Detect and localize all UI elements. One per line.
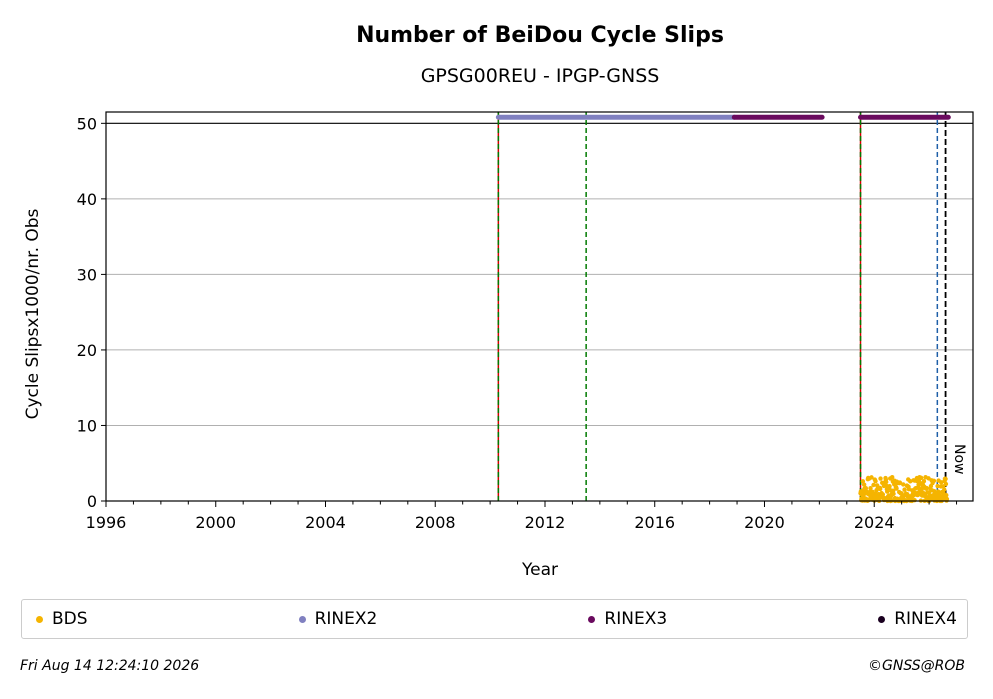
data-point-bds bbox=[891, 491, 896, 497]
legend-label: RINEX4 bbox=[894, 609, 957, 629]
data-point-bds bbox=[861, 482, 867, 487]
legend: BDS RINEX2 RINEX3 RINEX4 bbox=[21, 599, 968, 639]
data-point-bds bbox=[944, 496, 950, 502]
y-tick-label: 0 bbox=[87, 492, 97, 511]
grid-lines bbox=[106, 122, 973, 502]
legend-label: BDS bbox=[52, 609, 88, 629]
data-point-bds bbox=[943, 476, 948, 482]
data-point-bds bbox=[873, 478, 878, 484]
data-point-bds bbox=[943, 481, 949, 487]
data-point-bds bbox=[936, 489, 941, 494]
data-point-bds bbox=[935, 483, 940, 489]
y-tick-label: 10 bbox=[77, 416, 97, 435]
legend-item-bds: BDS bbox=[36, 609, 88, 629]
y-tick-label: 40 bbox=[77, 190, 97, 209]
data-point-bds bbox=[882, 495, 887, 501]
footer-credit: ©GNSS@ROB bbox=[868, 658, 965, 674]
x-tick-label: 2020 bbox=[744, 513, 785, 532]
x-tick-label: 2024 bbox=[854, 513, 895, 532]
axes: 0 10 20 30 40 50 1996 2000 2004 2008 2012 2016 2020 2… bbox=[77, 114, 958, 532]
legend-item-rinex2: RINEX2 bbox=[298, 609, 378, 629]
legend-item-rinex4: RINEX4 bbox=[878, 609, 957, 629]
chart-subtitle: GPSG00REU - IPGP-GNSS bbox=[421, 65, 660, 87]
data-point-bds bbox=[887, 483, 892, 489]
x-axis-label: Year bbox=[521, 560, 558, 580]
x-tick-label: 1996 bbox=[86, 513, 127, 532]
legend-marker-icon bbox=[588, 615, 596, 623]
legend-marker-icon bbox=[878, 615, 886, 623]
data-point-bds bbox=[897, 480, 903, 485]
data-point-bds bbox=[924, 485, 929, 491]
data-point-bds bbox=[868, 486, 873, 491]
data-point-bds bbox=[880, 492, 886, 497]
data-point-bds bbox=[871, 482, 876, 488]
data-point-bds bbox=[912, 497, 917, 503]
data-point-bds bbox=[908, 479, 913, 484]
data-point-bds bbox=[939, 480, 944, 485]
data-point-bds bbox=[919, 475, 924, 481]
footer-timestamp: Fri Aug 14 12:24:10 2026 bbox=[20, 658, 200, 674]
data-points bbox=[495, 114, 951, 504]
data-point-bds bbox=[885, 489, 890, 494]
y-axis-label: Cycle Slipsx1000/nr. Obs bbox=[23, 208, 43, 419]
data-point-bds bbox=[906, 486, 912, 492]
data-point-bds bbox=[890, 474, 895, 480]
data-point-bds bbox=[942, 487, 947, 492]
x-tick-label: 2016 bbox=[634, 513, 675, 532]
x-tick-label: 2004 bbox=[305, 513, 346, 532]
data-point-bds bbox=[878, 476, 883, 481]
data-point-bds bbox=[877, 486, 883, 492]
x-tick-label: 2012 bbox=[525, 513, 566, 532]
data-point-bds bbox=[902, 487, 907, 492]
x-tick-label: 2000 bbox=[195, 513, 236, 532]
y-tick-label: 20 bbox=[77, 341, 97, 360]
plot-frame bbox=[105, 111, 974, 502]
y-tick-label: 50 bbox=[77, 114, 97, 133]
chart-title: Number of BeiDou Cycle Slips bbox=[356, 23, 724, 48]
data-point-bds bbox=[944, 492, 949, 498]
data-point-bds bbox=[921, 479, 927, 484]
data-point-bds bbox=[894, 486, 899, 491]
chart-canvas: Number of BeiDou Cycle Slips GPSG00REU -… bbox=[23, 23, 974, 580]
y-tick-label: 30 bbox=[77, 265, 97, 284]
data-point-bds bbox=[884, 479, 889, 485]
reference-lines bbox=[497, 112, 947, 501]
legend-label: RINEX3 bbox=[604, 609, 668, 629]
data-point-bds bbox=[870, 489, 875, 494]
now-label: Now bbox=[951, 444, 967, 475]
data-point-bds bbox=[931, 478, 937, 483]
data-point-bds bbox=[901, 482, 906, 487]
legend-label: RINEX2 bbox=[314, 609, 378, 629]
legend-marker-icon bbox=[36, 615, 43, 623]
x-tick-label: 2008 bbox=[415, 513, 456, 532]
data-point-bds bbox=[869, 475, 874, 480]
data-point-bds bbox=[860, 479, 866, 484]
legend-marker-icon bbox=[298, 615, 306, 623]
legend-item-rinex3: RINEX3 bbox=[588, 609, 667, 629]
